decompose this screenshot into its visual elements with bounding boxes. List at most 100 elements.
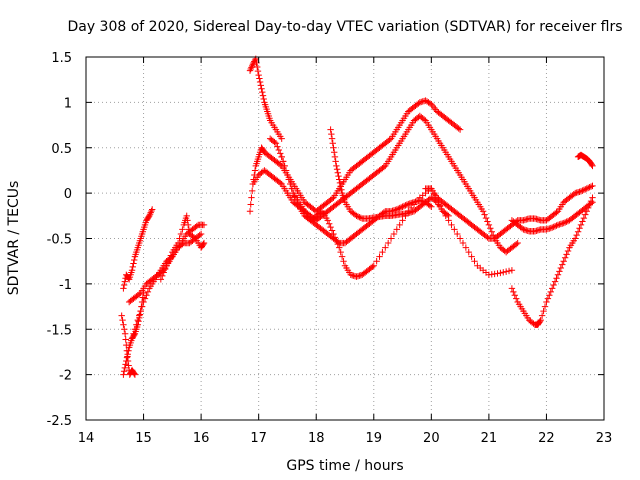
data-point (278, 153, 285, 161)
data-point (410, 201, 418, 208)
data-point (570, 191, 577, 198)
data-point (333, 166, 341, 173)
data-point (136, 290, 143, 298)
data-point (146, 212, 153, 220)
data-point (589, 182, 596, 190)
data-point (334, 169, 342, 176)
data-point (471, 257, 478, 265)
data-point (564, 247, 572, 255)
data-point (513, 295, 520, 302)
data-point (190, 234, 198, 241)
data-point (144, 288, 152, 296)
data-point (251, 56, 259, 64)
data-point (330, 230, 337, 238)
data-point (131, 331, 138, 339)
data-point (133, 321, 140, 328)
data-point (468, 253, 475, 260)
data-point (119, 316, 126, 324)
grid (86, 57, 604, 420)
data-point (426, 202, 434, 209)
data-point (513, 240, 520, 248)
data-point (185, 226, 193, 233)
data-point (118, 312, 125, 319)
data-point (157, 276, 165, 283)
data-point (587, 183, 595, 190)
data-point (249, 61, 257, 68)
data-point (333, 237, 340, 244)
data-point (123, 357, 130, 365)
data-point (553, 222, 560, 229)
y-tick-label: 0 (64, 187, 72, 202)
data-point (130, 330, 137, 337)
data-point (553, 209, 560, 216)
data-point (141, 295, 149, 302)
data-point (479, 208, 487, 215)
series-arc-16 (574, 151, 596, 170)
data-point (282, 167, 290, 174)
data-point (572, 235, 579, 242)
data-point (328, 227, 336, 234)
data-point (386, 136, 393, 144)
data-point (256, 75, 263, 82)
data-point (356, 213, 363, 221)
data-point (443, 211, 451, 218)
data-point (278, 135, 285, 142)
data-point (484, 218, 491, 225)
x-axis-label: GPS time / hours (286, 458, 403, 474)
data-point (328, 135, 336, 142)
data-point (551, 278, 559, 285)
data-point (518, 225, 526, 232)
data-point (254, 67, 262, 75)
data-point (138, 303, 146, 310)
x-tick-label: 20 (423, 431, 440, 446)
data-point (254, 63, 261, 71)
data-point (317, 209, 324, 216)
y-tick-label: -0.5 (47, 233, 72, 248)
data-point (557, 264, 565, 272)
data-point (448, 221, 455, 229)
data-point (327, 126, 334, 133)
chart-title: Day 308 of 2020, Sidereal Day-to-day VTE… (67, 19, 622, 35)
data-point (177, 230, 185, 238)
y-tick-label: 1 (64, 96, 72, 111)
data-point (536, 318, 544, 325)
data-point (248, 194, 255, 201)
data-point (161, 265, 169, 273)
data-point (330, 144, 337, 151)
data-point (583, 185, 590, 192)
data-point (559, 261, 566, 268)
data-point (538, 312, 546, 319)
data-point (145, 213, 152, 221)
data-point (587, 200, 595, 207)
data-point (121, 364, 129, 372)
x-tick-label: 22 (538, 431, 555, 446)
data-point (327, 223, 334, 231)
data-point (129, 263, 136, 271)
axis-ticks (85, 56, 605, 421)
data-point (505, 267, 513, 275)
data-point (357, 214, 365, 222)
data-point (120, 368, 128, 375)
data-point (459, 239, 467, 247)
data-point (397, 204, 405, 211)
data-point (284, 171, 291, 179)
data-point (373, 257, 380, 265)
data-point (382, 244, 389, 251)
data-point (123, 354, 131, 361)
data-point (336, 179, 344, 187)
data-point (577, 188, 585, 195)
data-point (287, 180, 294, 188)
data-point (353, 212, 360, 220)
data-point (481, 211, 488, 218)
data-point (582, 211, 589, 218)
data-point (550, 223, 557, 231)
data-point (338, 186, 345, 193)
data-point (563, 251, 570, 258)
data-point (184, 217, 191, 224)
data-point (166, 255, 173, 263)
data-point (402, 202, 409, 209)
data-point (579, 218, 586, 225)
data-point (482, 214, 490, 222)
data-point (550, 281, 557, 289)
data-point (325, 220, 333, 227)
